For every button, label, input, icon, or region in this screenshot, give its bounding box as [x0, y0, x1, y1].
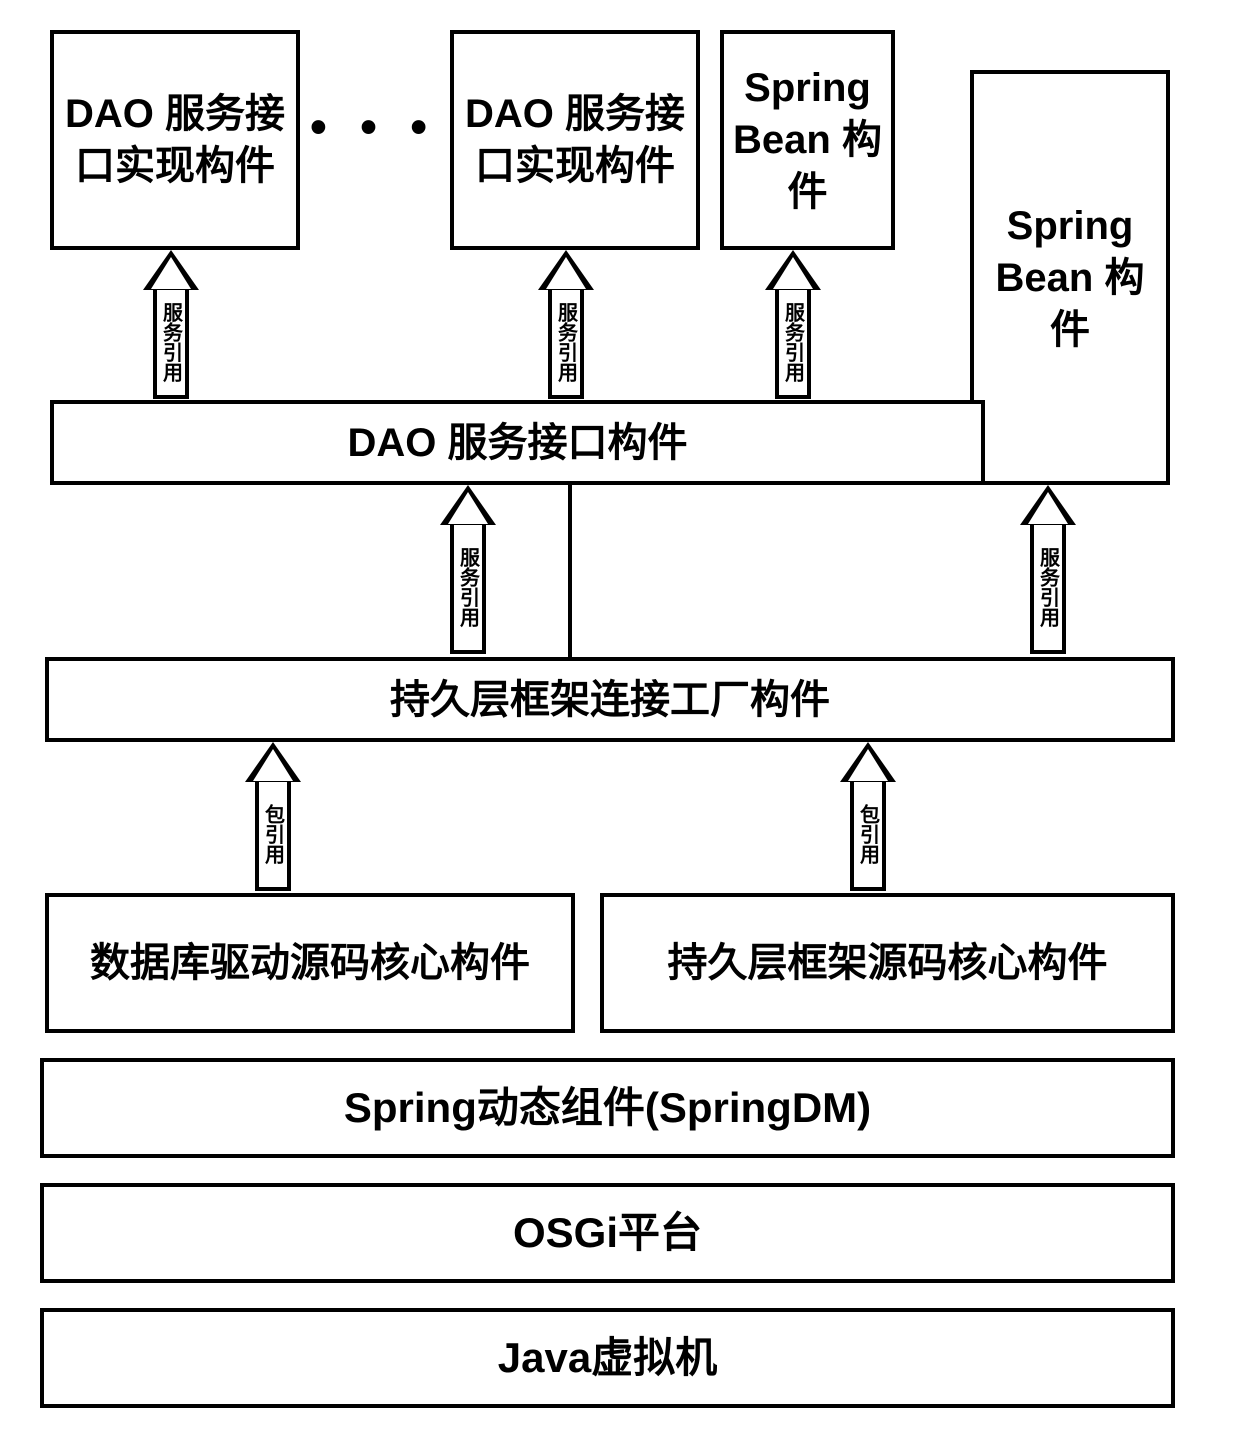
arrow-2-label: 服务引用 [552, 302, 581, 382]
spring-dm-label: Spring动态组件(SpringDM) [344, 1081, 871, 1136]
arrow-service-ref-2: 服务引用 [538, 250, 594, 399]
arrow-service-ref-5: 服务引用 [440, 485, 496, 654]
dao-impl-box-2: DAO 服务接口实现构件 [450, 30, 700, 250]
arrow-service-ref-1: 服务引用 [143, 250, 199, 399]
architecture-diagram: DAO 服务接口实现构件 • • • DAO 服务接口实现构件 Spring B… [20, 20, 1220, 1420]
persistence-framework-box: 持久层框架源码核心构件 [600, 893, 1175, 1033]
dao-impl-box-1: DAO 服务接口实现构件 [50, 30, 300, 250]
connector-dao-to-factory [568, 485, 572, 657]
db-driver-label: 数据库驱动源码核心构件 [90, 937, 530, 989]
dao-interface-box: DAO 服务接口构件 [50, 400, 985, 485]
spring-bean-box-1: Spring Bean 构件 [720, 30, 895, 250]
arrow-4-label: 服务引用 [1034, 547, 1063, 627]
arrow-1-label: 服务引用 [157, 302, 186, 382]
osgi-label: OSGi平台 [513, 1206, 702, 1261]
arrow-3-label: 服务引用 [779, 302, 808, 382]
spring-dm-box: Spring动态组件(SpringDM) [40, 1058, 1175, 1158]
arrow-service-ref-4: 服务引用 [1020, 485, 1076, 654]
persistence-factory-label: 持久层框架连接工厂构件 [390, 674, 830, 726]
arrow-7-label: 包引用 [854, 804, 883, 864]
persistence-factory-box: 持久层框架连接工厂构件 [45, 657, 1175, 742]
jvm-box: Java虚拟机 [40, 1308, 1175, 1408]
jvm-label: Java虚拟机 [498, 1331, 717, 1386]
osgi-box: OSGi平台 [40, 1183, 1175, 1283]
persistence-framework-label: 持久层框架源码核心构件 [668, 937, 1108, 989]
dao-impl-2-label: DAO 服务接口实现构件 [462, 88, 688, 192]
db-driver-box: 数据库驱动源码核心构件 [45, 893, 575, 1033]
dao-interface-label: DAO 服务接口构件 [348, 417, 688, 469]
dao-impl-1-label: DAO 服务接口实现构件 [62, 88, 288, 192]
spring-bean-1-label: Spring Bean 构件 [732, 62, 883, 218]
ellipsis-dots: • • • [310, 100, 437, 155]
arrow-6-label: 包引用 [259, 804, 288, 864]
arrow-package-ref-2: 包引用 [840, 742, 896, 891]
arrow-service-ref-3: 服务引用 [765, 250, 821, 399]
spring-bean-box-2: Spring Bean 构件 [970, 70, 1170, 485]
spring-bean-2-label: Spring Bean 构件 [982, 200, 1158, 356]
arrow-package-ref-1: 包引用 [245, 742, 301, 891]
arrow-5-label: 服务引用 [454, 547, 483, 627]
